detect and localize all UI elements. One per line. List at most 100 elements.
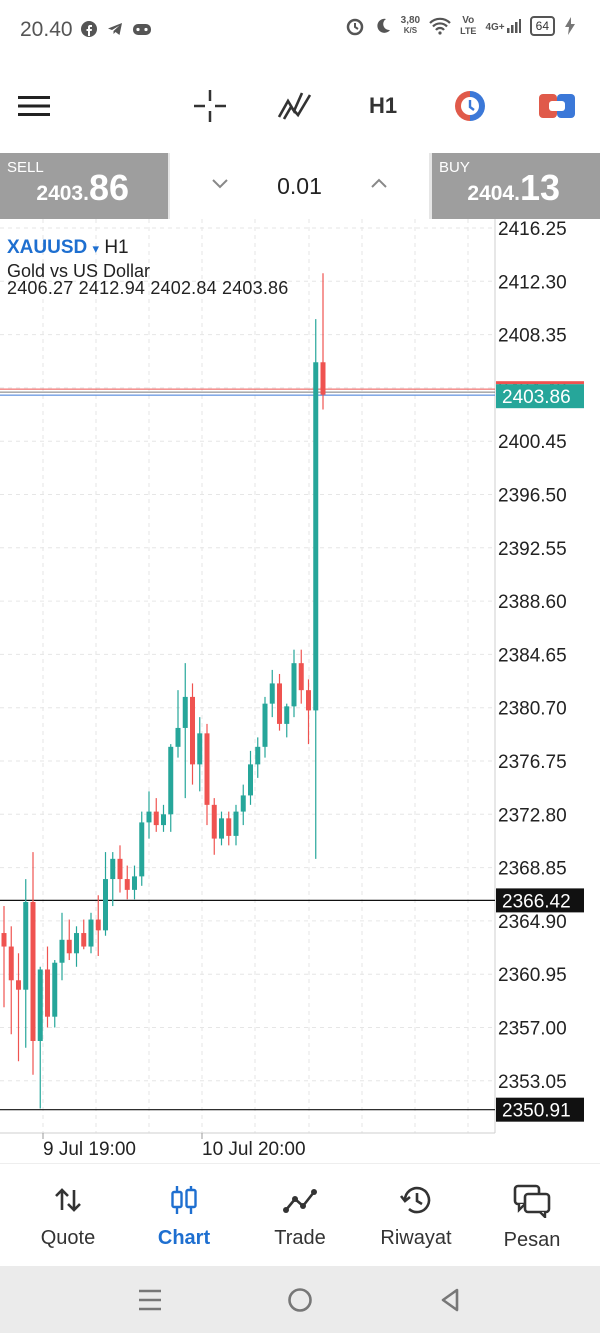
buy-price: 2404.13 [467,167,560,209]
crosshair-button[interactable] [190,86,230,126]
symbol-timeframe: H1 [104,237,129,258]
nav-messages-label: Pesan [503,1229,561,1251]
candle-body [168,746,174,815]
horizontal-line-label: 2350.91 [502,1101,571,1122]
y-tick-label: 2416.25 [498,219,567,240]
y-tick-label: 2408.35 [498,326,567,347]
candle-body [284,706,290,724]
y-tick-label: 2412.30 [498,272,567,293]
price-chart[interactable]: 2416.252412.302408.352404.402400.452396.… [0,219,600,1163]
sell-button[interactable]: SELL 2403.86 [0,153,168,219]
chart-toolbar: H1 [0,72,600,142]
nav-quote[interactable]: Quote [10,1184,126,1250]
candle-body [291,663,297,707]
buy-button[interactable]: BUY 2404.13 [432,153,600,219]
indicators-icon [277,92,312,120]
y-tick-label: 2376.75 [498,752,567,773]
candle-body [117,858,123,880]
clock-icon [455,91,485,121]
candle-body [52,962,58,1017]
candle-body [175,727,181,747]
nav-trade-label: Trade [274,1227,326,1249]
game-icon [133,24,151,35]
candle-body [277,683,282,724]
candle-body [298,663,304,691]
nav-chart[interactable]: Chart [126,1184,242,1250]
candle-body [81,933,87,947]
home-icon [288,1288,312,1312]
chart-symbol-line[interactable]: XAUUSD ▾ H1 [7,237,129,259]
buy-label: BUY [439,159,470,176]
x-tick-label: 10 Jul 20:00 [202,1139,306,1160]
increase-lot-button[interactable] [367,171,391,200]
signal-indicator: 4G+ [485,19,521,33]
trade-toggle-button[interactable] [537,86,577,126]
candle-body [197,733,203,765]
indicators-button[interactable] [275,86,315,126]
recent-apps-button[interactable] [136,1286,164,1319]
candle-body [139,822,145,877]
symbol-dropdown-icon[interactable]: ▾ [92,241,100,256]
candle-body [153,811,159,826]
system-icons: 3,80 K/S Vo LTE 4G+ 64 [345,16,576,36]
y-tick-label: 2388.60 [498,592,567,613]
notification-icons [80,20,152,38]
ohlc-values: 2406.27 2412.94 2402.84 2403.86 [7,278,289,298]
y-tick-label: 2392.55 [498,539,567,560]
horizontal-line-tag [496,888,584,913]
y-tick-label: 2400.45 [498,432,567,453]
back-button[interactable] [436,1286,464,1319]
buy-price-big: 13 [519,167,560,208]
nav-history[interactable]: Riwayat [358,1184,474,1250]
decrease-lot-button[interactable] [208,171,232,200]
lot-value[interactable]: 0.01 [277,173,322,199]
home-button[interactable] [286,1286,314,1319]
candle-body [45,969,50,1017]
current-price-tag [496,384,584,409]
chevron-up-icon [371,178,387,188]
candle-body [103,879,108,931]
charging-icon [565,17,575,35]
candle-body [1,933,7,947]
wifi-icon [429,17,451,35]
symbol-name[interactable]: XAUUSD [7,237,88,258]
network-speed-unit: K/S [403,26,418,35]
candle-body [88,919,94,947]
crosshair-icon [194,90,226,122]
candle-body [16,980,21,990]
clock-button[interactable] [450,86,490,126]
candle-body [110,858,116,880]
candle-body [161,814,166,826]
volte-top: Vo [462,15,475,26]
symbol-description: Gold vs US Dollar [7,261,151,281]
network-type: 4G+ [485,22,505,33]
nav-messages[interactable]: Pesan [474,1184,590,1252]
y-tick-label: 2384.65 [498,645,567,666]
chart-candles-icon [171,1186,197,1214]
candle-body [74,933,79,954]
menu-button[interactable] [14,86,54,126]
timeframe-button[interactable]: H1 [368,93,398,118]
messages-icon [513,1184,551,1220]
sell-price-big: 86 [88,167,129,208]
lot-size-stepper: 0.01 [170,153,429,219]
nav-trade[interactable]: Trade [242,1184,358,1250]
candle-body [313,362,319,711]
signal-bars-icon [506,19,521,33]
quote-arrows-icon [55,1188,81,1212]
recent-apps-icon [139,1289,161,1311]
system-navigation-bar [0,1266,600,1333]
facebook-icon [81,21,97,37]
y-tick-label: 2357.00 [498,1019,567,1040]
candle-body [66,939,72,954]
candle-body [124,879,130,890]
history-icon [399,1186,431,1214]
candle-body [95,919,101,931]
telegram-icon [108,23,122,35]
y-tick-label: 2364.90 [498,912,567,933]
network-speed-value: 3,80 [400,15,421,26]
moon-icon [377,18,390,33]
candle-body [211,804,217,839]
sell-price-small: 2403. [36,182,89,205]
hamburger-icon [18,96,50,116]
